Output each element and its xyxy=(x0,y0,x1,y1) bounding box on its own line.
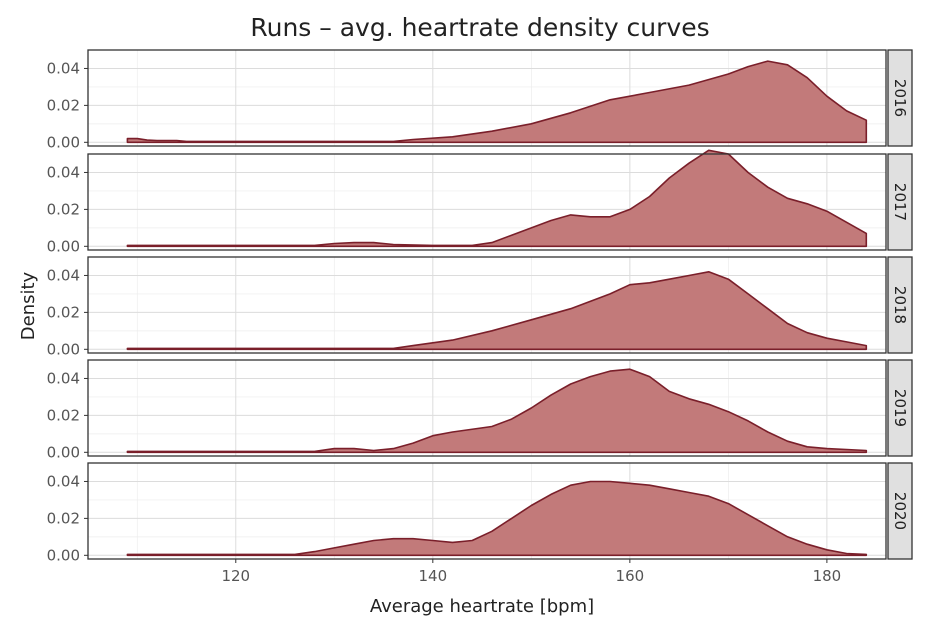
panel-border xyxy=(87,49,887,147)
x-tick-label: 120 xyxy=(221,567,250,585)
chart-title: Runs – avg. heartrate density curves xyxy=(250,13,709,42)
y-tick-label: 0.02 xyxy=(47,200,80,218)
x-axis-title: Average heartrate [bpm] xyxy=(370,596,594,617)
strip-label-2016: 2016 xyxy=(891,79,909,117)
panel-border xyxy=(87,153,887,251)
y-tick-label: 0.02 xyxy=(47,406,80,424)
panel-2018: 0.00 0.02 0.04 2018 xyxy=(47,256,913,358)
panel-border xyxy=(87,359,887,457)
y-tick-label: 0.00 xyxy=(47,340,80,358)
strip-label-2017: 2017 xyxy=(891,183,909,221)
panel-border xyxy=(87,462,887,560)
panel-2019: 0.00 0.02 0.04 2019 xyxy=(47,359,913,461)
x-tick-label: 160 xyxy=(616,567,645,585)
y-tick-label: 0.04 xyxy=(47,163,80,181)
strip-box xyxy=(887,359,913,457)
strip-label-2019: 2019 xyxy=(891,389,909,427)
y-tick-label: 0.04 xyxy=(47,369,80,387)
strip-box xyxy=(887,153,913,251)
density-area-2016 xyxy=(126,60,868,144)
strip-box xyxy=(887,49,913,147)
y-tick-label: 0.00 xyxy=(47,546,80,564)
x-tick-label: 180 xyxy=(813,567,842,585)
density-area-2018 xyxy=(126,271,868,351)
strip-box xyxy=(887,462,913,560)
y-tick-label: 0.04 xyxy=(47,472,80,490)
density-area-2020 xyxy=(126,480,868,557)
y-tick-label: 0.02 xyxy=(47,509,80,527)
panel-2017: 0.00 0.02 0.04 2017 xyxy=(47,149,913,255)
panels-group: 0.00 0.02 0.04 2016 0.00 0.02 0.04 2017 0.00 0.02… xyxy=(47,49,913,564)
x-axis: 120 140 160 180 xyxy=(221,559,841,585)
y-tick-label: 0.00 xyxy=(47,133,80,151)
panel-2020: 0.00 0.02 0.04 2020 xyxy=(47,462,913,564)
y-tick-label: 0.04 xyxy=(47,59,80,77)
x-tick-label: 140 xyxy=(418,567,447,585)
density-area-2019 xyxy=(126,368,868,454)
panel-border xyxy=(87,256,887,354)
density-area-2017 xyxy=(126,149,868,248)
y-tick-label: 0.02 xyxy=(47,303,80,321)
y-tick-label: 0.00 xyxy=(47,443,80,461)
y-tick-label: 0.02 xyxy=(47,96,80,114)
strip-label-2018: 2018 xyxy=(891,286,909,324)
strip-box xyxy=(887,256,913,354)
y-axis-title: Density xyxy=(18,271,39,340)
y-tick-label: 0.04 xyxy=(47,266,80,284)
strip-label-2020: 2020 xyxy=(891,492,909,530)
panel-2016: 0.00 0.02 0.04 2016 xyxy=(47,49,913,151)
y-tick-label: 0.00 xyxy=(47,237,80,255)
